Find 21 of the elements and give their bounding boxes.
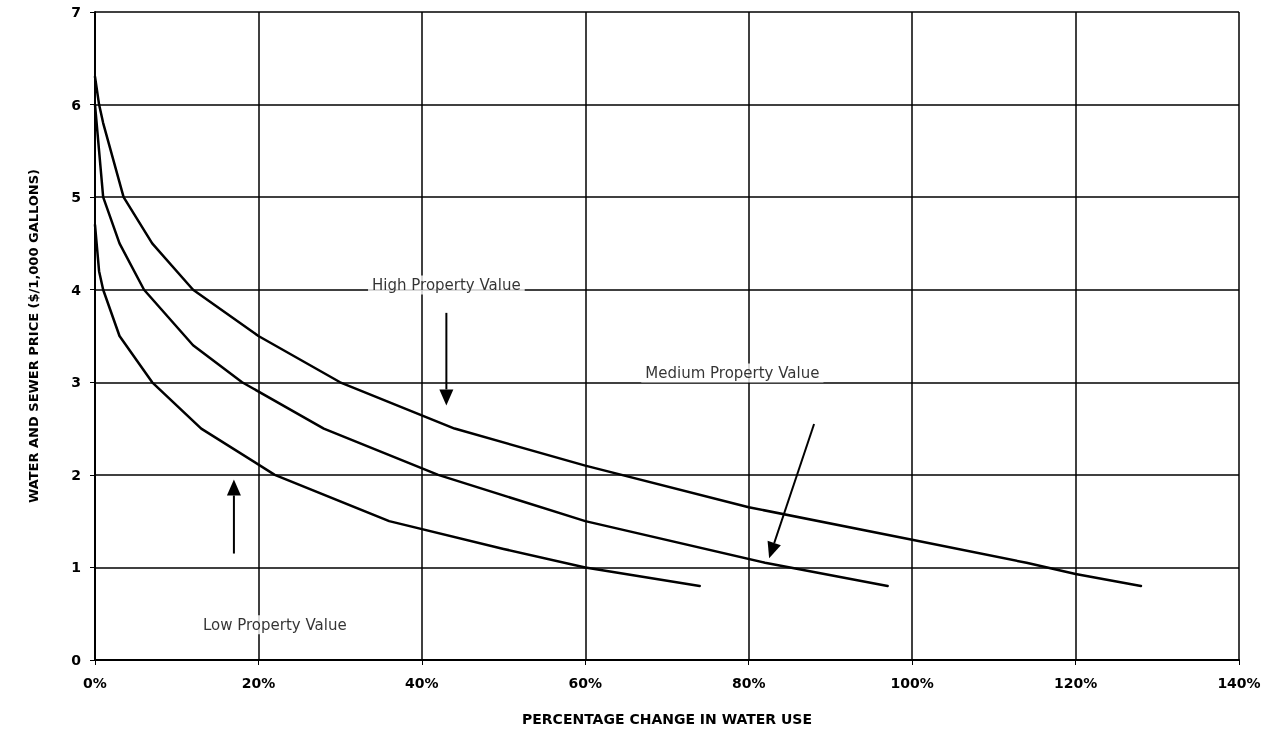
y-tick-label: 0 — [71, 652, 82, 668]
y-axis-title: WATER AND SEWER PRICE ($/1,000 GALLONS) — [26, 168, 41, 504]
y-tick-label: 1 — [71, 559, 81, 576]
y-tick-label: 6 — [71, 96, 81, 113]
y-tick-label: 3 — [71, 374, 81, 391]
x-tick-label: 140% — [1217, 675, 1261, 691]
x-axis-title: PERCENTAGE CHANGE IN WATER USE — [521, 711, 813, 727]
x-tick-label: 20% — [241, 675, 276, 691]
x-tick-label: 60% — [568, 675, 603, 691]
annotation: Low Property Value — [202, 615, 347, 634]
x-tick-label: 100% — [890, 675, 934, 691]
x-tick-label: 80% — [731, 675, 766, 691]
x-tick-label: 120% — [1053, 675, 1098, 691]
y-tick-label: 4 — [71, 281, 82, 298]
y-tick-label: 5 — [71, 189, 81, 206]
annotation: Medium Property Value — [645, 364, 820, 383]
y-tick-label: 7 — [71, 4, 81, 20]
annotation: High Property Value — [372, 276, 521, 295]
x-tick-label: 40% — [405, 675, 439, 691]
x-tick-label: 0% — [83, 675, 107, 691]
y-tick-label: 2 — [71, 466, 81, 483]
